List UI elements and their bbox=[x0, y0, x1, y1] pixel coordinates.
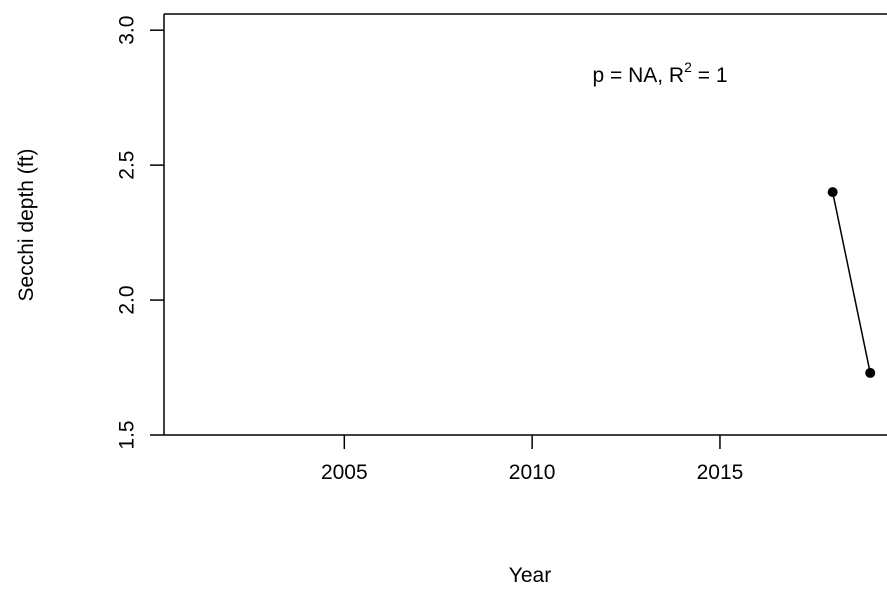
y-tick-label: 3.0 bbox=[116, 16, 139, 45]
x-tick-label: 2015 bbox=[697, 461, 744, 484]
y-tick-label: 2.5 bbox=[116, 151, 139, 180]
x-tick-label: 2005 bbox=[321, 461, 368, 484]
annotation-superscript: 2 bbox=[684, 59, 692, 75]
y-axis-title: Secchi depth (ft) bbox=[15, 149, 38, 302]
annotation: p = NA, R2 = 1 bbox=[592, 59, 727, 87]
x-axis-title: Year bbox=[509, 564, 551, 587]
data-point bbox=[827, 187, 838, 198]
x-tick-label: 2010 bbox=[509, 461, 556, 484]
data-line bbox=[831, 191, 871, 374]
data-point bbox=[865, 367, 876, 378]
y-tick-label: 2.0 bbox=[116, 285, 139, 314]
annotation-tail: = 1 bbox=[692, 64, 728, 87]
y-tick-label: 1.5 bbox=[116, 420, 139, 449]
annotation-text: p = NA, R bbox=[592, 64, 684, 87]
